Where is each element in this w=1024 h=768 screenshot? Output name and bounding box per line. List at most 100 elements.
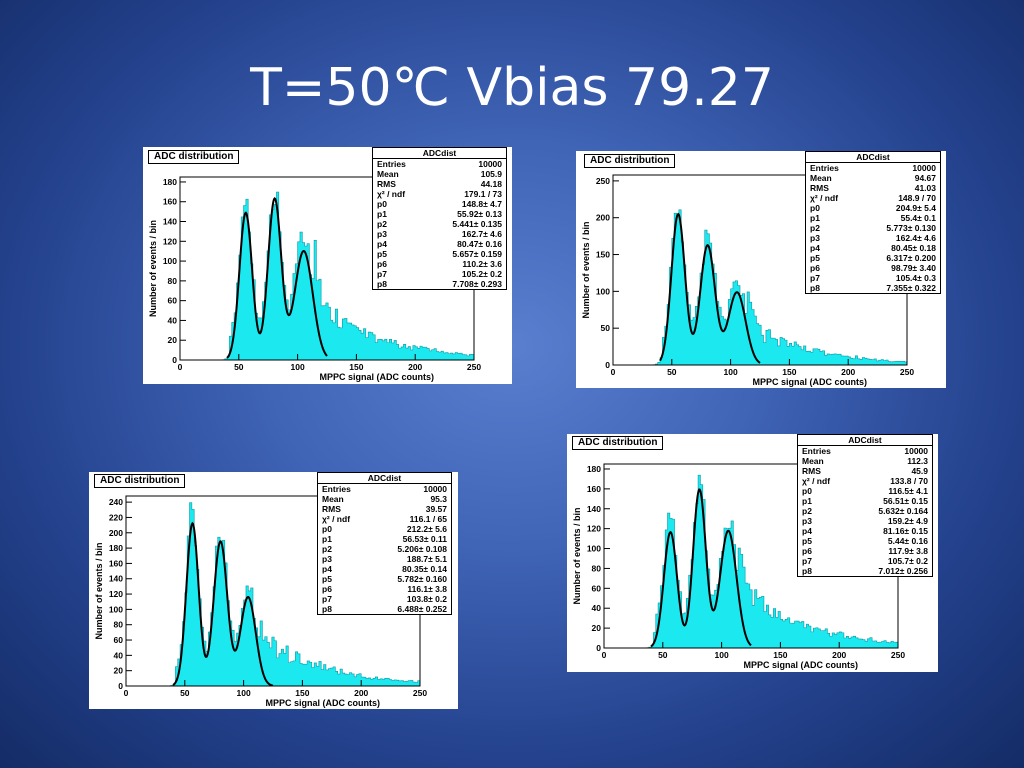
stats-row: Mean 95.3 [318, 494, 451, 504]
x-tick-label: 150 [349, 362, 363, 372]
x-tick-label: 150 [773, 650, 787, 660]
y-tick-label: 20 [114, 666, 124, 676]
stats-value: 116.1 / 65 [409, 514, 447, 524]
stats-row: p7 105.4± 0.3 [806, 273, 940, 283]
x-tick-label: 50 [180, 688, 190, 698]
stats-row: p6 116.1± 3.8 [318, 584, 451, 594]
fit-curve [226, 196, 328, 359]
stats-name: ADCdist [798, 435, 932, 446]
stats-key: Mean [322, 494, 344, 504]
y-tick-label: 160 [163, 197, 177, 207]
stats-row: p2 5.441± 0.135 [373, 219, 506, 229]
y-tick-label: 200 [109, 528, 123, 538]
y-tick-label: 100 [596, 286, 610, 296]
y-tick-label: 180 [109, 543, 123, 553]
histogram-panel: 0 50 100 150 200 250 0 20 40 60 80 100 120 140 160 180 M… [567, 434, 938, 672]
stats-key: p4 [802, 526, 812, 536]
stats-row: χ² / ndf 133.8 / 70 [798, 476, 932, 486]
stats-row: p5 6.317± 0.200 [806, 253, 940, 263]
y-tick-label: 50 [601, 323, 611, 333]
stats-value: 39.57 [425, 504, 447, 514]
stats-row: Entries 10000 [806, 163, 940, 173]
stats-value: 7.355± 0.322 [886, 283, 936, 293]
stats-key: p5 [810, 253, 820, 263]
fit-curve [650, 488, 752, 648]
stats-row: RMS 45.9 [798, 466, 932, 476]
y-tick-label: 180 [163, 177, 177, 187]
x-tick-label: 150 [295, 688, 309, 698]
stats-value: 5.44± 0.16 [887, 536, 928, 546]
y-tick-label: 60 [114, 635, 124, 645]
stats-row: p3 162.4± 4.6 [806, 233, 940, 243]
stats-value: 6.317± 0.200 [886, 253, 936, 263]
stats-value: 204.9± 5.4 [895, 203, 936, 213]
stats-key: Entries [377, 159, 406, 169]
stats-row: p0 148.8± 4.7 [373, 199, 506, 209]
stats-row: p7 105.2± 0.2 [373, 269, 506, 279]
y-tick-label: 160 [109, 558, 123, 568]
x-tick-label: 0 [602, 650, 607, 660]
stats-key: p6 [802, 546, 812, 556]
stats-key: χ² / ndf [810, 193, 839, 203]
stats-row: p3 162.7± 4.6 [373, 229, 506, 239]
fit-curve [659, 212, 761, 364]
y-tick-label: 20 [168, 335, 178, 345]
stats-row: p7 105.7± 0.2 [798, 556, 932, 566]
y-tick-label: 160 [587, 484, 601, 494]
y-tick-label: 0 [605, 360, 610, 370]
stats-key: Mean [810, 173, 832, 183]
stats-value: 81.16± 0.15 [883, 526, 928, 536]
x-axis-label: MPPC signal (ADC counts) [265, 698, 380, 708]
stats-value: 95.3 [430, 494, 447, 504]
stats-key: p7 [810, 273, 820, 283]
y-tick-label: 220 [109, 512, 123, 522]
stats-value: 98.79± 3.40 [891, 263, 936, 273]
stats-row: p2 5.632± 0.164 [798, 506, 932, 516]
stats-key: p5 [377, 249, 387, 259]
stats-value: 44.18 [480, 179, 502, 189]
stats-key: p2 [377, 219, 387, 229]
stats-name: ADCdist [806, 152, 940, 163]
stats-value: 148.9 / 70 [898, 193, 936, 203]
stats-value: 162.4± 4.6 [895, 233, 936, 243]
x-tick-label: 100 [237, 688, 251, 698]
stats-value: 5.657± 0.159 [452, 249, 502, 259]
stats-row: p4 81.16± 0.15 [798, 526, 932, 536]
x-axis-label: MPPC signal (ADC counts) [752, 377, 867, 387]
stats-value: 56.53± 0.11 [402, 534, 447, 544]
stats-row: p0 116.5± 4.1 [798, 486, 932, 496]
x-tick-label: 0 [124, 688, 129, 698]
stats-key: χ² / ndf [377, 189, 406, 199]
stats-value: 162.7± 4.6 [461, 229, 502, 239]
histogram-panel: 0 50 100 150 200 250 0 20 40 60 80 100 120 140 160 180 2… [89, 472, 458, 709]
y-tick-label: 40 [114, 650, 124, 660]
stats-key: RMS [322, 504, 341, 514]
stats-key: p8 [802, 566, 812, 576]
y-tick-label: 80 [592, 563, 602, 573]
stats-value: 94.67 [914, 173, 936, 183]
stats-row: Entries 10000 [798, 446, 932, 456]
stats-key: p2 [810, 223, 820, 233]
stats-key: p0 [810, 203, 820, 213]
y-tick-label: 0 [596, 643, 601, 653]
stats-key: p1 [322, 534, 332, 544]
stats-key: Entries [810, 163, 839, 173]
x-axis-label: MPPC signal (ADC counts) [743, 660, 858, 670]
y-tick-label: 80 [114, 620, 124, 630]
stats-value: 80.35± 0.14 [402, 564, 447, 574]
stats-value: 5.632± 0.164 [878, 506, 928, 516]
y-tick-label: 60 [168, 296, 178, 306]
stats-row: p5 5.782± 0.160 [318, 574, 451, 584]
stats-row: χ² / ndf 179.1 / 73 [373, 189, 506, 199]
stats-key: Mean [802, 456, 824, 466]
y-tick-label: 120 [587, 524, 601, 534]
stats-key: p7 [377, 269, 387, 279]
stats-row: Entries 10000 [318, 484, 451, 494]
stats-value: 5.206± 0.108 [397, 544, 447, 554]
x-tick-label: 50 [234, 362, 244, 372]
y-tick-label: 20 [592, 623, 602, 633]
stats-row: p1 56.51± 0.15 [798, 496, 932, 506]
histogram-title: ADC distribution [148, 150, 240, 164]
stats-row: p2 5.206± 0.108 [318, 544, 451, 554]
stats-row: p6 110.2± 3.6 [373, 259, 506, 269]
